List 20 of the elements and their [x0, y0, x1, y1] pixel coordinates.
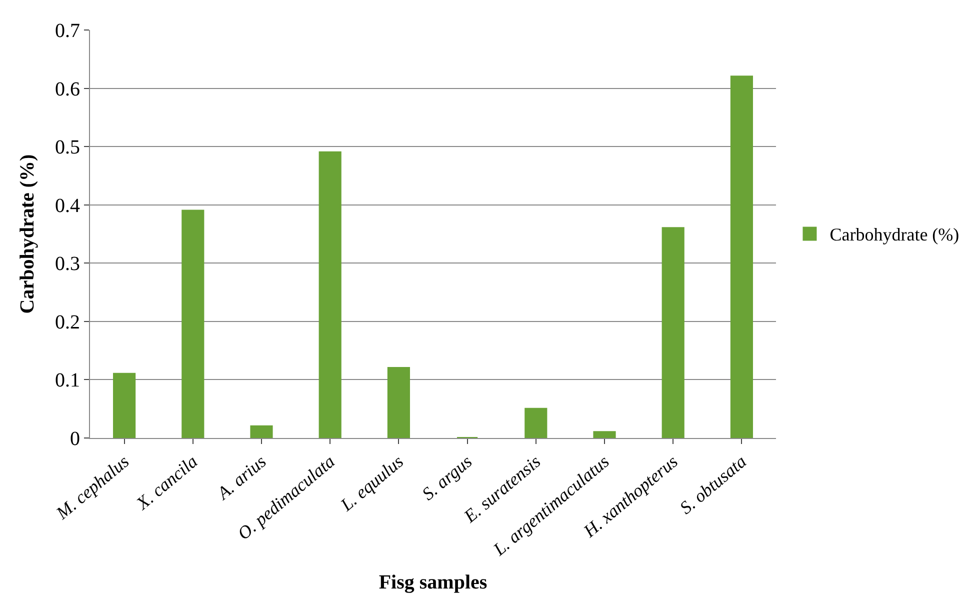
bar — [387, 367, 410, 438]
y-tick-label: 0 — [70, 428, 80, 450]
bar — [730, 76, 753, 438]
bar — [593, 431, 616, 438]
y-tick-label: 0.4 — [55, 194, 80, 217]
y-axis-title: Carbohydrate (%) — [16, 154, 38, 314]
y-tick-label: 0.6 — [55, 78, 80, 100]
y-tick-label: 0.2 — [55, 311, 80, 334]
y-tick-label: 0.7 — [55, 20, 80, 42]
y-tick-label: 0.1 — [55, 370, 80, 392]
x-axis-title: Fisg samples — [378, 571, 488, 594]
bar — [113, 372, 136, 438]
y-tick-label: 0.5 — [55, 136, 80, 159]
bar — [318, 151, 342, 438]
legend-label: Carbohydrate (%) — [830, 224, 960, 245]
bar — [182, 210, 204, 438]
bar — [250, 425, 273, 438]
y-tick-label: 0.3 — [55, 253, 80, 276]
bar — [524, 408, 548, 438]
bar — [662, 227, 684, 438]
